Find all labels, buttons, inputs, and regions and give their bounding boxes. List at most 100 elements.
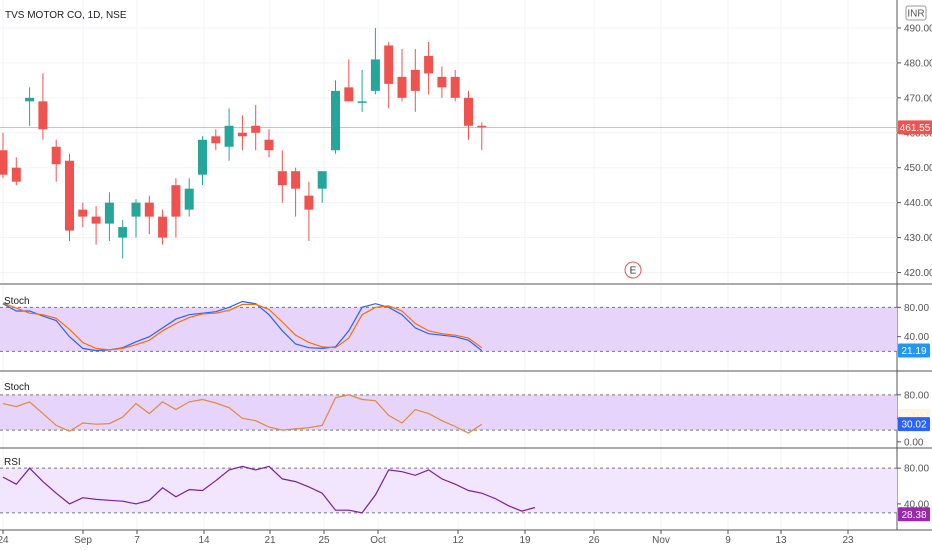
time-tick-label: 13 bbox=[775, 535, 787, 546]
candle bbox=[464, 90, 473, 140]
time-tick-label: 14 bbox=[198, 535, 210, 546]
rsi-tick-label: 80.00 bbox=[904, 464, 929, 475]
candle bbox=[91, 206, 101, 245]
candle bbox=[0, 132, 8, 179]
candle-body bbox=[184, 188, 194, 210]
candle bbox=[78, 202, 88, 228]
candle-body bbox=[0, 150, 8, 175]
candle-body bbox=[370, 59, 380, 91]
time-tick-label: 9 bbox=[725, 535, 731, 546]
currency-badge bbox=[905, 5, 927, 21]
candle-body bbox=[198, 139, 207, 175]
price-tick-label: 450.00 bbox=[904, 163, 932, 174]
candle-body bbox=[171, 185, 181, 217]
stoch-2-value-label: 30.02 bbox=[901, 420, 926, 431]
rsi-band-fill bbox=[0, 468, 897, 513]
candle bbox=[477, 122, 487, 151]
stoch-1-line-0 bbox=[2, 300, 483, 352]
rsi-value-badge bbox=[898, 507, 930, 522]
candle bbox=[424, 41, 434, 95]
stoch-1-value-badge bbox=[898, 343, 930, 358]
time-tick-label: 7 bbox=[134, 535, 140, 546]
rsi-line-0 bbox=[2, 465, 536, 514]
earnings-event-label: E bbox=[630, 266, 637, 277]
pane-0-background bbox=[0, 0, 897, 283]
candle-body bbox=[38, 101, 48, 130]
candle bbox=[184, 178, 194, 217]
candle bbox=[304, 181, 314, 242]
time-tick-label: 19 bbox=[519, 535, 531, 546]
candle bbox=[437, 66, 447, 98]
time-tick-label: Nov bbox=[652, 535, 670, 546]
time-tick-label: Sep bbox=[74, 535, 92, 546]
candle-body bbox=[131, 202, 141, 217]
candle-body bbox=[331, 90, 340, 151]
candle-body bbox=[277, 171, 287, 186]
currency-label: INR bbox=[907, 9, 924, 20]
stoch-1-line-1 bbox=[2, 302, 483, 351]
candle bbox=[118, 220, 128, 259]
candle-body bbox=[291, 171, 301, 189]
candle bbox=[291, 167, 301, 217]
stoch-1-tick-label: 80.00 bbox=[904, 303, 929, 314]
candle-body bbox=[384, 45, 394, 84]
candle-body bbox=[91, 216, 101, 224]
stoch-2-tick-label: 0.00 bbox=[904, 437, 924, 448]
candle-body bbox=[410, 69, 420, 91]
candle bbox=[251, 104, 261, 151]
price-tick-label: 490.00 bbox=[904, 23, 932, 34]
candle bbox=[331, 80, 340, 154]
candle-body bbox=[158, 216, 168, 238]
stoch-2-tick-label: 80.00 bbox=[904, 390, 929, 401]
candle-body bbox=[78, 209, 88, 217]
rsi-value-label: 28.38 bbox=[901, 510, 926, 521]
candle bbox=[211, 129, 221, 151]
candle bbox=[344, 59, 354, 102]
candle bbox=[158, 209, 168, 245]
candle-body bbox=[51, 146, 61, 165]
candle-body bbox=[211, 136, 221, 144]
rsi-tick-label: 40.00 bbox=[904, 499, 929, 510]
candle bbox=[25, 87, 35, 126]
chart-title: TVS MOTOR CO, 1D, NSE bbox=[5, 10, 127, 21]
time-tick-label: 24 bbox=[0, 535, 9, 546]
rsi-title: RSI bbox=[4, 457, 21, 468]
price-tick-label: 430.00 bbox=[904, 233, 932, 244]
last-price-label: 461.55 bbox=[900, 123, 931, 134]
candle bbox=[317, 171, 327, 203]
stoch-1-value-label: 21.19 bbox=[901, 346, 926, 357]
time-tick-label: Oct bbox=[370, 535, 386, 546]
candle-body bbox=[317, 171, 327, 189]
candle bbox=[384, 41, 394, 109]
candle-body bbox=[118, 227, 128, 238]
time-tick-label: 25 bbox=[318, 535, 330, 546]
price-tick-label: 420.00 bbox=[904, 268, 932, 279]
time-tick-label: 12 bbox=[452, 535, 464, 546]
candle bbox=[11, 157, 21, 186]
candle bbox=[38, 73, 48, 140]
price-tick-label: 480.00 bbox=[904, 58, 932, 69]
candle bbox=[357, 69, 367, 112]
candle bbox=[51, 139, 61, 182]
stoch-2-value-badge bbox=[898, 417, 930, 432]
time-tick-label: 26 bbox=[588, 535, 600, 546]
price-tick-label: 470.00 bbox=[904, 93, 932, 104]
candle-body bbox=[357, 101, 367, 103]
stoch-1-band-fill bbox=[0, 307, 897, 352]
candle bbox=[171, 178, 181, 238]
time-tick-label: 21 bbox=[264, 535, 276, 546]
price-tick-label: 440.00 bbox=[904, 198, 932, 209]
candle bbox=[397, 48, 407, 102]
stoch-1-title: Stoch bbox=[4, 296, 30, 307]
time-tick-label: 23 bbox=[842, 535, 854, 546]
stoch-2-band-fill bbox=[0, 394, 897, 431]
candle-body bbox=[477, 125, 487, 128]
stoch-2-line-0 bbox=[2, 394, 483, 434]
candle bbox=[224, 108, 234, 161]
candle-body bbox=[11, 167, 21, 182]
candle bbox=[370, 27, 380, 95]
candle bbox=[104, 192, 114, 242]
candle-body bbox=[237, 132, 247, 137]
candle-body bbox=[397, 76, 407, 98]
